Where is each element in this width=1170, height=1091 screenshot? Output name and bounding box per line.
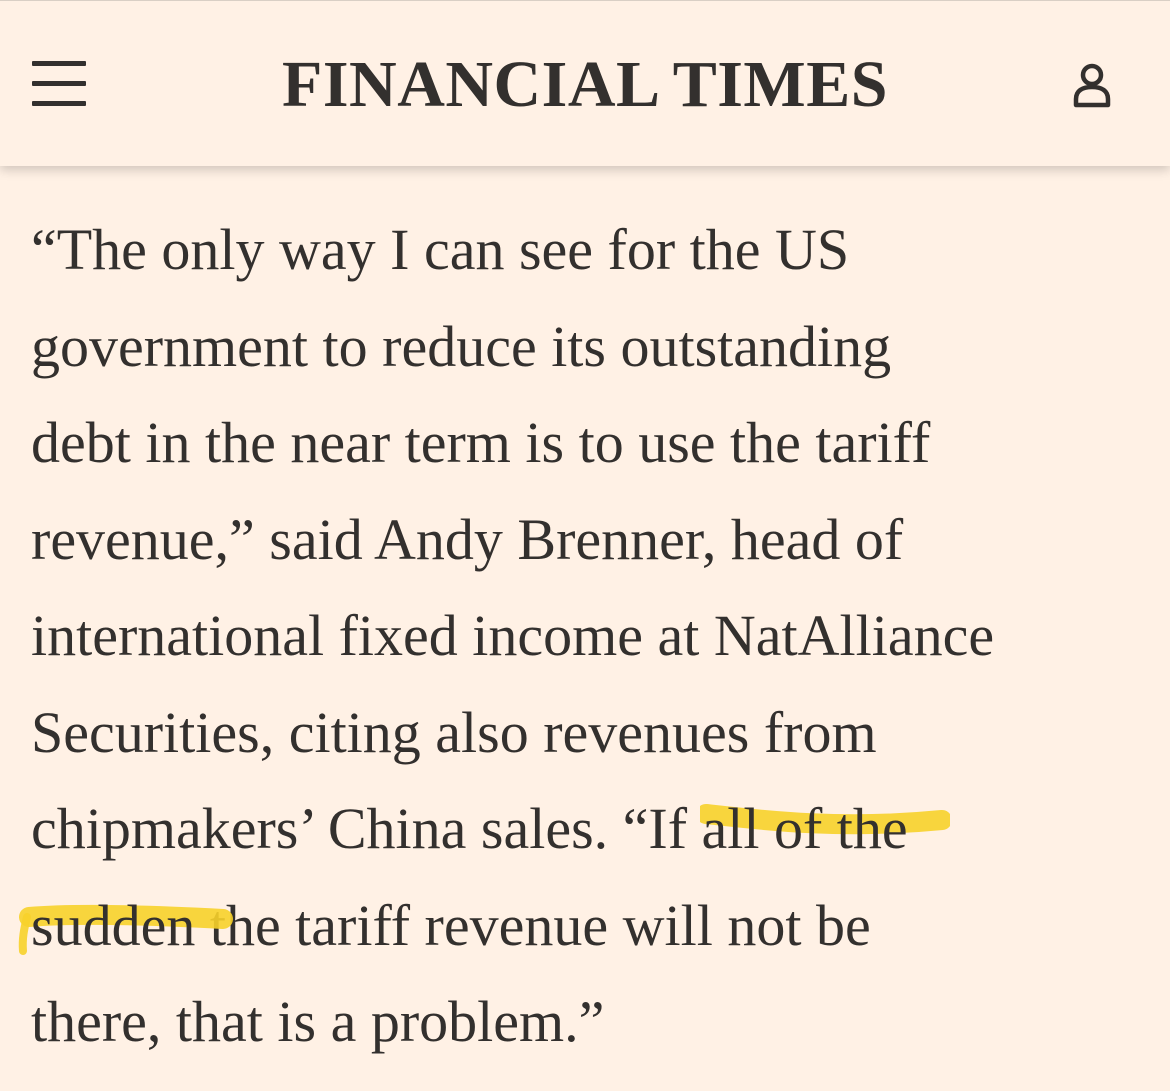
article-line-7: chipmakers’ China sales. “If all of the (31, 781, 1151, 878)
highlighted-phrase-part-1: all of the (699, 796, 950, 861)
highlight-text-2: sudden (31, 892, 196, 958)
article-line-8: sudden the tariff revenue will not be (18, 878, 1151, 975)
line-8-text: the tariff revenue will not be (195, 892, 871, 958)
article-line-1: “The only way I can see for the US (31, 217, 850, 282)
article-line-4: revenue,” said Andy Brenner, head of (31, 506, 904, 572)
highlighted-phrase-part-2: sudden (18, 892, 233, 958)
ft-masthead-logo[interactable]: FINANCIAL TIMES (282, 48, 888, 121)
user-account-icon[interactable] (1068, 61, 1116, 111)
hamburger-menu-icon[interactable] (30, 57, 88, 111)
highlight-text-1: all of the (701, 796, 908, 861)
article-line-2: government to reduce its outstanding (31, 313, 892, 379)
article-line-3: debt in the near term is to use the tari… (31, 410, 931, 475)
top-nav-bar: FINANCIAL TIMES (0, 0, 1170, 166)
article-line-9: there, that is a problem.” (31, 989, 605, 1054)
line-7-text: chipmakers’ China sales. “If (31, 796, 702, 861)
article-paragraph: “The only way I can see for the US gover… (18, 202, 1151, 1071)
article-line-5: international fixed income at NatAllianc… (31, 603, 995, 668)
article-line-6: Securities, citing also revenues from (31, 699, 877, 765)
